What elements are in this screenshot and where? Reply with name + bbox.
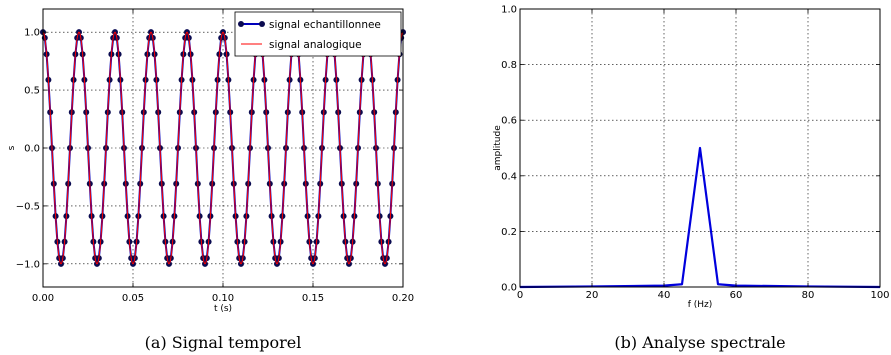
spectrum-x-tick-label: 100 [870,290,889,301]
spectrum-x-tick-label: 60 [730,290,743,301]
spectrum-x-axis-label: f (Hz) [688,300,713,310]
spectrum-y-tick-label: 1.0 [501,5,517,16]
time-y-tick-label: −1.0 [16,259,40,270]
spectrum-chart: 0 20 40 60 80 100 1.0 0.8 0.6 0.4 0.2 0.0 f (Hz) am… [493,5,890,353]
spectrum-plot-frame [519,8,881,288]
spectrum-y-tick-label: 0.6 [501,116,517,127]
time-y-axis-label: s [7,145,17,150]
legend-sampled-marker [259,21,265,27]
spectrum-line [519,146,881,289]
spectrum-y-axis-label: amplitude [493,125,503,171]
time-y-tick-label: 0.5 [24,86,40,97]
spectrum-x-tick-label: 40 [658,290,671,301]
time-x-tick-label: 0.00 [32,293,54,304]
time-chart: 0.00 0.05 0.10 0.15 0.20 1.0 0.5 0.0 −0.5 −1.0 t … [7,8,414,352]
time-y-tick-label: 1.0 [24,28,40,39]
time-x-tick-label: 0.05 [122,293,144,304]
time-legend: signal echantillonnee signal analogique [234,11,402,57]
spectrum-x-tick-label: 0 [517,290,523,301]
time-x-axis-label: t (s) [214,304,232,314]
time-y-tick-label: 0.0 [24,144,40,155]
time-chart-caption: (a) Signal temporel [145,333,302,352]
time-x-tick-label: 0.20 [392,293,414,304]
analog-signal-line [42,31,404,265]
spectrum-x-tick-label: 20 [586,290,599,301]
time-x-tick-label: 0.10 [212,293,234,304]
time-x-tick-label: 0.15 [302,293,324,304]
legend-analog-label: signal analogique [269,39,362,51]
spectrum-chart-caption: (b) Analyse spectrale [614,333,785,352]
spectrum-y-tick-label: 0.8 [501,60,517,71]
spectrum-y-tick-label: 0.4 [501,171,517,182]
spectrum-y-tick-label: 0.0 [501,283,517,294]
spectrum-y-tick-label: 0.2 [501,227,517,238]
legend-box [234,11,402,57]
time-y-tick-label: −0.5 [16,201,40,212]
spectrum-x-tick-label: 80 [802,290,815,301]
legend-sampled-label: signal echantillonnee [269,19,381,31]
legend-sampled-marker [238,21,244,27]
